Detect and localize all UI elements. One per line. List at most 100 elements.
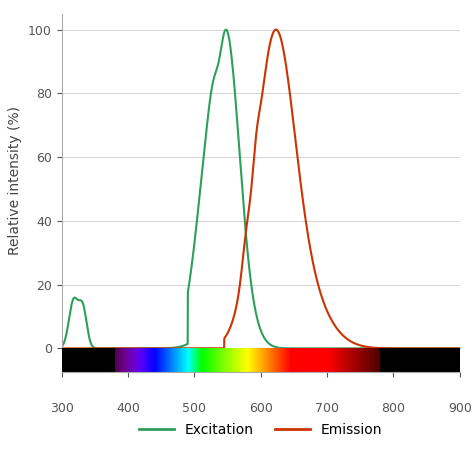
Bar	[283, 348, 284, 372]
Bar	[166, 348, 167, 372]
Bar	[302, 348, 303, 372]
Bar	[117, 348, 118, 372]
Bar	[258, 348, 259, 372]
Bar	[259, 348, 260, 372]
Bar	[123, 348, 124, 372]
Bar	[285, 348, 286, 372]
Bar	[303, 348, 304, 372]
Bar	[121, 348, 122, 372]
Bar	[290, 348, 291, 372]
Bar	[348, 348, 349, 372]
Legend: Excitation, Emission: Excitation, Emission	[134, 417, 388, 443]
Bar	[257, 348, 258, 372]
Bar	[278, 348, 279, 372]
Bar	[269, 348, 270, 372]
Bar	[225, 348, 226, 372]
Bar	[152, 348, 153, 372]
Bar	[172, 348, 173, 372]
Bar	[223, 348, 224, 372]
Bar	[366, 348, 367, 372]
Bar	[275, 348, 276, 372]
Bar	[118, 348, 119, 372]
Bar	[211, 348, 212, 372]
Bar	[316, 348, 317, 372]
Bar	[273, 348, 274, 372]
Bar	[167, 348, 168, 372]
Bar	[374, 348, 375, 372]
Bar	[203, 348, 204, 372]
Bar	[221, 348, 222, 372]
Bar	[157, 348, 158, 372]
Bar	[247, 348, 248, 372]
Bar	[262, 348, 263, 372]
Bar	[372, 348, 373, 372]
Bar	[182, 348, 183, 372]
Bar	[272, 348, 273, 372]
Bar	[322, 348, 323, 372]
Bar	[380, 348, 460, 372]
Bar	[201, 348, 202, 372]
Bar	[280, 348, 281, 372]
Bar	[311, 348, 312, 372]
Bar	[250, 348, 251, 372]
Bar	[339, 348, 340, 372]
Bar	[295, 348, 296, 372]
Bar	[368, 348, 369, 372]
Bar	[154, 348, 155, 372]
Bar	[252, 348, 253, 372]
Bar	[165, 348, 166, 372]
Bar	[219, 348, 220, 372]
Bar	[254, 348, 255, 372]
Bar	[376, 348, 377, 372]
Bar	[137, 348, 138, 372]
Bar	[210, 348, 211, 372]
Bar	[132, 348, 133, 372]
Bar	[213, 348, 214, 372]
Bar	[242, 348, 243, 372]
Bar	[345, 348, 346, 372]
Bar	[332, 348, 333, 372]
Bar	[308, 348, 309, 372]
Bar	[369, 348, 370, 372]
Bar	[255, 348, 256, 372]
Bar	[367, 348, 368, 372]
Bar	[214, 348, 215, 372]
Bar	[237, 348, 238, 372]
Bar	[218, 348, 219, 372]
Bar	[246, 348, 247, 372]
Bar	[119, 348, 120, 372]
Bar	[184, 348, 185, 372]
Bar	[288, 348, 289, 372]
Bar	[243, 348, 244, 372]
Bar	[170, 348, 171, 372]
Bar	[325, 348, 326, 372]
Bar	[185, 348, 186, 372]
Bar	[336, 348, 337, 372]
Bar	[160, 348, 161, 372]
Bar	[370, 348, 371, 372]
Bar	[129, 348, 130, 372]
Bar	[296, 348, 297, 372]
Bar	[173, 348, 174, 372]
Bar	[202, 348, 203, 372]
Bar	[116, 348, 117, 372]
Bar	[139, 348, 140, 372]
Bar	[115, 348, 116, 372]
Bar	[229, 348, 230, 372]
Bar	[188, 348, 189, 372]
Bar	[228, 348, 229, 372]
Bar	[240, 348, 241, 372]
Bar	[235, 348, 236, 372]
Bar	[294, 348, 295, 372]
Bar	[266, 348, 267, 372]
Bar	[141, 348, 142, 372]
Bar	[120, 348, 121, 372]
Bar	[349, 348, 350, 372]
Bar	[138, 348, 139, 372]
Bar	[249, 348, 250, 372]
Bar	[310, 348, 311, 372]
Bar	[353, 348, 354, 372]
Bar	[362, 348, 363, 372]
Bar	[175, 348, 176, 372]
Bar	[198, 348, 199, 372]
